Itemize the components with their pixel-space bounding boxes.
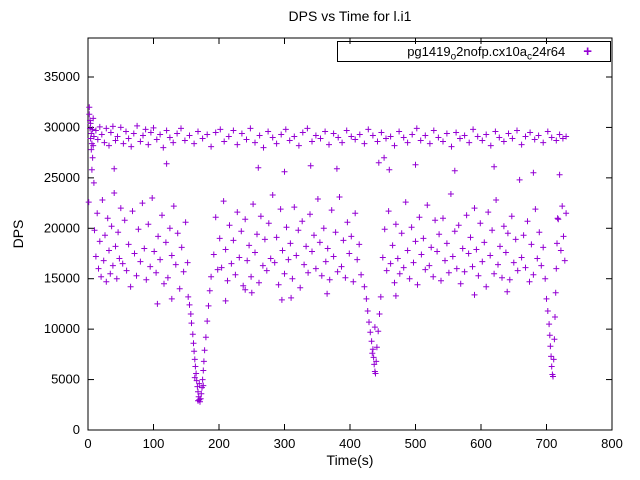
legend-label-part: 2nofp.cx10a [456,44,527,59]
x-tick-label: 200 [208,436,230,451]
y-axis-label: DPS [10,219,26,249]
x-tick-label: 800 [601,436,623,451]
legend-label-part: 24r64 [531,44,566,59]
y-tick-label: 30000 [44,119,80,134]
x-tick-label: 0 [84,436,91,451]
x-tick-label: 400 [339,436,361,451]
x-tick-label: 500 [405,436,427,451]
y-tick-label: 25000 [44,170,80,185]
y-tick-label: 0 [73,422,80,437]
x-axis-label: Time(s) [326,452,374,468]
x-tick-label: 100 [143,436,165,451]
y-tick-label: 20000 [44,220,80,235]
x-tick-label: 600 [470,436,492,451]
y-tick-label: 35000 [44,69,80,84]
y-tick-label: 10000 [44,321,80,336]
chart-title: DPS vs Time for l.i1 [288,8,412,24]
y-tick-label: 15000 [44,271,80,286]
legend-label-part: pg1419 [407,44,451,59]
y-tick-label: 5000 [51,372,80,387]
x-tick-label: 700 [536,436,558,451]
legend-label-subscript: o [450,51,457,63]
legend-label-subscript: c [526,51,532,63]
plot-border [87,37,613,431]
x-tick-label: 300 [274,436,296,451]
legend-marker: + [583,43,592,60]
legend: pg1419o2nofp.cx10ac24r64 + [337,41,611,62]
legend-label: pg1419o2nofp.cx10ac24r64 [407,44,566,62]
data-points [85,104,570,405]
